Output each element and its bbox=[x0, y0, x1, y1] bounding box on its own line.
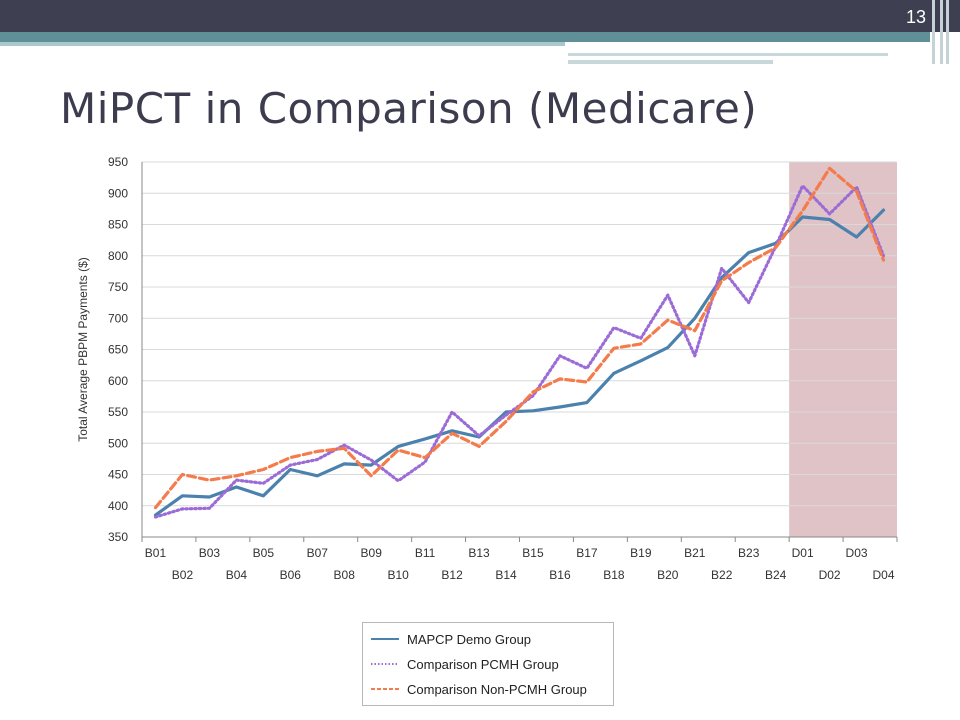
series-line-solid bbox=[153, 208, 886, 517]
x-tick-label: B18 bbox=[603, 568, 625, 582]
accent-stripe-light bbox=[0, 42, 565, 46]
accent-stripe-thin bbox=[568, 50, 888, 56]
x-tick-label: D01 bbox=[792, 546, 814, 560]
chart-legend: MAPCP Demo Group Comparison PCMH Group C… bbox=[362, 622, 614, 706]
x-tick-label: B01 bbox=[145, 546, 167, 560]
x-tick-label: D04 bbox=[873, 568, 895, 582]
x-tick-label: B17 bbox=[576, 546, 598, 560]
accent-stripe bbox=[0, 32, 930, 42]
x-tick-label: D02 bbox=[819, 568, 841, 582]
y-tick-label: 950 bbox=[108, 155, 128, 169]
x-tick-label: B02 bbox=[172, 568, 194, 582]
legend-item-pcmh: Comparison PCMH Group bbox=[371, 655, 559, 673]
x-tick-label: B08 bbox=[334, 568, 356, 582]
x-tick-label: B10 bbox=[387, 568, 409, 582]
x-tick-label: B06 bbox=[280, 568, 302, 582]
x-tick-label: B24 bbox=[765, 568, 787, 582]
y-tick-label: 800 bbox=[108, 249, 128, 263]
x-tick-label: B15 bbox=[522, 546, 544, 560]
x-tick-label: B20 bbox=[657, 568, 679, 582]
y-tick-label: 900 bbox=[108, 186, 128, 200]
x-tick-label: B14 bbox=[495, 568, 517, 582]
slide-title: MiPCT in Comparison (Medicare) bbox=[60, 84, 758, 133]
x-tick-label: B04 bbox=[226, 568, 248, 582]
y-tick-label: 400 bbox=[108, 499, 128, 513]
legend-item-mapcp: MAPCP Demo Group bbox=[371, 630, 531, 648]
y-tick-label: 650 bbox=[108, 343, 128, 357]
divider-bar bbox=[932, 0, 935, 64]
series-line-dashed bbox=[153, 166, 886, 510]
x-tick-label: D03 bbox=[846, 546, 868, 560]
divider-bar bbox=[940, 0, 943, 64]
x-tick-label: B22 bbox=[711, 568, 733, 582]
legend-swatch-dotted bbox=[371, 663, 399, 665]
divider-bar bbox=[946, 0, 949, 64]
x-tick-label: B12 bbox=[441, 568, 463, 582]
x-tick-label: B07 bbox=[307, 546, 329, 560]
x-tick-label: B13 bbox=[468, 546, 490, 560]
x-tick-label: B09 bbox=[361, 546, 383, 560]
legend-label: Comparison PCMH Group bbox=[407, 656, 559, 672]
line-chart: 350 400 450 500 550 600 650 700 750 800 850 900 950 B… bbox=[76, 155, 898, 582]
x-tick-label: B03 bbox=[199, 546, 221, 560]
legend-item-nonpcmh: Comparison Non-PCMH Group bbox=[371, 680, 587, 698]
x-tick-label: B11 bbox=[415, 546, 436, 560]
y-tick-label: 550 bbox=[108, 405, 128, 419]
slide-number: 13 bbox=[905, 7, 926, 27]
y-tick-label: 350 bbox=[108, 530, 128, 544]
y-tick-label: 450 bbox=[108, 468, 128, 482]
y-axis-label: Total Average PBPM Payments ($) bbox=[76, 257, 90, 442]
header-bar bbox=[0, 0, 960, 32]
legend-label: Comparison Non-PCMH Group bbox=[407, 681, 587, 697]
y-tick-label: 750 bbox=[108, 280, 128, 294]
legend-swatch-dashed bbox=[371, 688, 399, 690]
y-tick-label: 500 bbox=[108, 436, 128, 450]
x-tick-label: B19 bbox=[630, 546, 652, 560]
x-tick-label: B16 bbox=[549, 568, 571, 582]
x-tick-label: B23 bbox=[738, 546, 760, 560]
y-tick-label: 700 bbox=[108, 311, 128, 325]
y-tick-label: 850 bbox=[108, 218, 128, 232]
x-tick-label: B21 bbox=[684, 546, 706, 560]
legend-label: MAPCP Demo Group bbox=[407, 631, 532, 647]
x-tick-label: B05 bbox=[253, 546, 275, 560]
legend-swatch-solid bbox=[371, 638, 399, 640]
y-tick-label: 600 bbox=[108, 374, 128, 388]
accent-stripe-short bbox=[568, 60, 773, 64]
